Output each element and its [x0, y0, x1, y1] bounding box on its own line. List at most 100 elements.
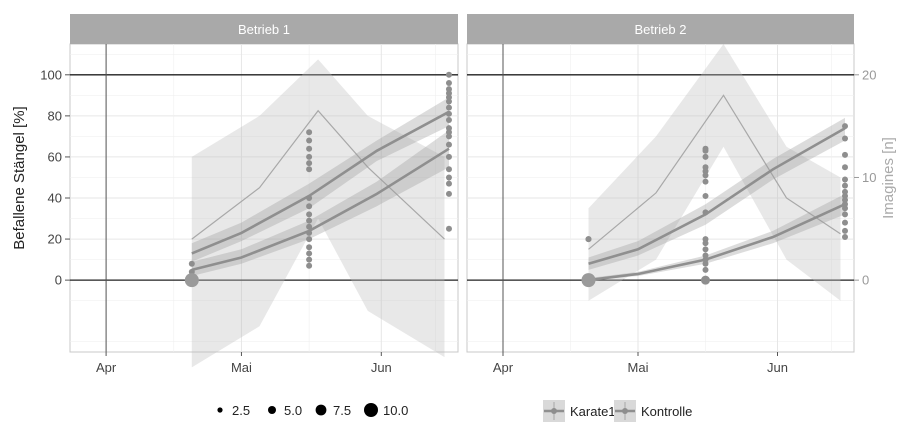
y-left-tick-label: 80: [48, 108, 62, 123]
data-point: [702, 252, 709, 259]
y-left-tick-label: 100: [40, 67, 62, 82]
data-point: [445, 141, 452, 148]
data-point: [702, 260, 709, 267]
data-point: [702, 145, 709, 152]
imagines-curve: [588, 94, 841, 250]
facet-label: Betrieb 1: [238, 22, 290, 37]
data-point: [702, 164, 709, 171]
y-right-axis-title: Imagines [n]: [880, 137, 897, 219]
data-point: [188, 260, 195, 267]
data-point: [306, 160, 313, 167]
data-point: [445, 71, 452, 78]
color-legend-key-point: [551, 408, 557, 414]
data-point: [445, 166, 452, 173]
data-point: [306, 262, 313, 269]
data-point: [445, 98, 452, 105]
data-point: [445, 90, 452, 97]
x-tick-label: Apr: [96, 360, 117, 375]
imagines-ci-band: [191, 59, 445, 368]
data-point: [445, 94, 452, 101]
data-point: [842, 192, 848, 199]
size-legend-label: 10.0: [383, 403, 408, 418]
data-point: [445, 80, 452, 87]
data-point: [842, 205, 848, 212]
data-point: [842, 123, 848, 130]
data-point: [306, 137, 313, 144]
data-point: [842, 227, 848, 234]
size-legend-key: [364, 403, 378, 417]
imagines-curve: [191, 109, 445, 240]
data-point: [306, 211, 313, 218]
series-ci-band-karate1: [191, 97, 450, 262]
data-point: [445, 190, 452, 197]
data-point: [445, 125, 452, 132]
y-left-tick-label: 20: [48, 232, 62, 247]
facet-strip: [467, 14, 854, 44]
data-point: [445, 180, 452, 187]
series-ci-band-kontrolle: [191, 130, 450, 276]
size-legend-label: 2.5: [232, 403, 250, 418]
y-right-tick-label: 0: [862, 273, 869, 288]
data-point: [842, 182, 848, 189]
data-point: [306, 244, 313, 251]
data-point: [306, 250, 313, 257]
data-point: [702, 168, 709, 175]
series-ci-band-karate1: [588, 117, 845, 270]
size-legend-label: 7.5: [333, 403, 351, 418]
data-point: [306, 129, 313, 136]
data-point: [306, 223, 313, 230]
data-point: [445, 133, 452, 140]
x-tick-label: Apr: [493, 360, 514, 375]
data-point: [702, 192, 709, 199]
data-point: [306, 229, 313, 236]
data-point: [581, 273, 596, 288]
y-left-tick-label: 0: [55, 273, 62, 288]
data-point: [842, 135, 848, 142]
data-point: [702, 153, 709, 160]
size-legend-label: 5.0: [284, 403, 302, 418]
data-point: [842, 211, 848, 218]
data-point: [306, 203, 313, 210]
data-point: [445, 174, 452, 181]
y-right-tick-label: 20: [862, 67, 876, 82]
data-point: [184, 273, 199, 288]
data-point: [702, 240, 709, 247]
data-point: [842, 234, 848, 241]
data-point: [702, 178, 709, 185]
data-point: [842, 201, 848, 208]
y-left-tick-label: 40: [48, 191, 62, 206]
data-point: [306, 166, 313, 173]
data-point: [585, 236, 592, 243]
x-tick-label: Jun: [767, 360, 788, 375]
data-point: [702, 266, 709, 273]
data-point: [842, 197, 848, 204]
x-tick-label: Jun: [371, 360, 392, 375]
color-legend-label: Karate1: [570, 404, 616, 419]
size-legend-key: [268, 406, 276, 414]
data-point: [306, 256, 313, 263]
data-point: [445, 110, 452, 117]
size-legend-key: [217, 407, 223, 413]
data-point: [306, 153, 313, 160]
data-point: [445, 116, 452, 123]
data-point: [306, 195, 313, 201]
data-point: [842, 219, 848, 226]
x-tick-label: Mai: [628, 360, 649, 375]
color-legend-label: Kontrolle: [641, 404, 692, 419]
facet-strip: [70, 14, 458, 44]
data-point: [306, 217, 313, 224]
y-left-tick-label: 60: [48, 149, 62, 164]
data-point: [306, 145, 313, 152]
data-point: [842, 188, 848, 195]
data-point: [842, 151, 848, 158]
data-point: [701, 275, 710, 285]
y-left-axis-title: Befallene Stängel [%]: [11, 106, 28, 249]
color-legend-key-point: [622, 408, 628, 414]
data-point: [702, 246, 709, 253]
facet-label: Betrieb 2: [634, 22, 686, 37]
y-right-tick-label: 10: [862, 170, 876, 185]
size-legend-key: [315, 404, 327, 416]
data-point: [702, 172, 709, 179]
data-point: [445, 129, 452, 136]
